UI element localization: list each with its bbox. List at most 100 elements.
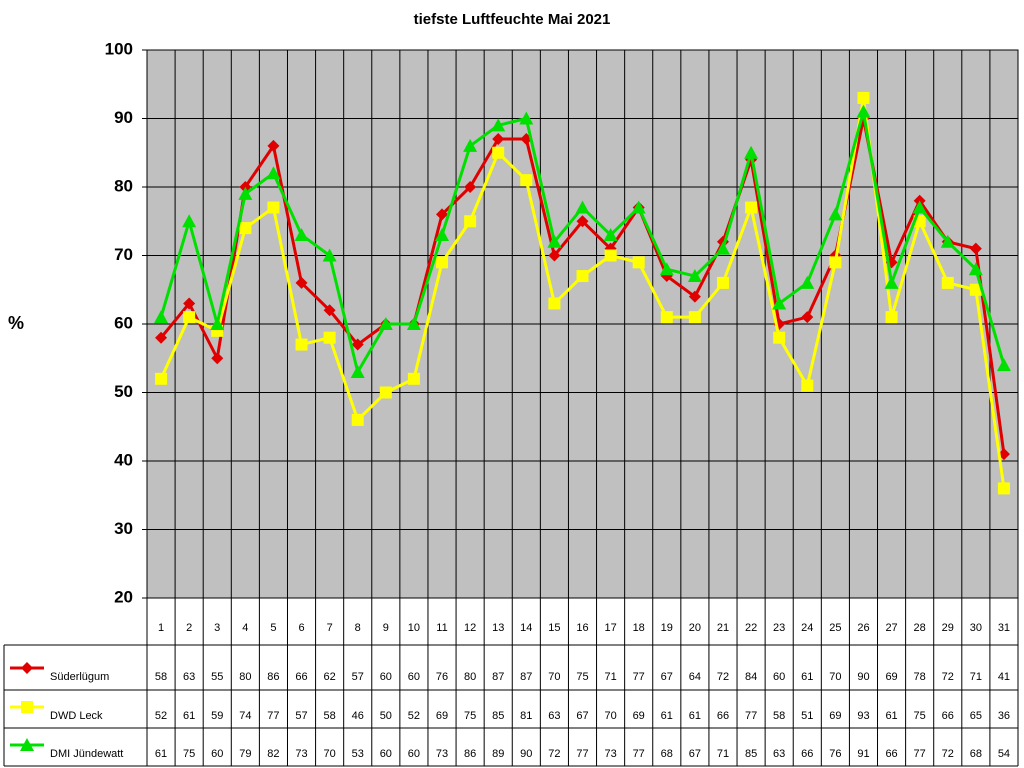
- marker: [997, 482, 1010, 495]
- marker: [772, 296, 787, 310]
- table-value: 54: [998, 748, 1010, 760]
- table-value: 52: [408, 710, 420, 722]
- x-tick-label: 10: [408, 622, 420, 634]
- marker: [548, 249, 561, 262]
- marker: [631, 200, 646, 214]
- x-tick-label: 11: [436, 622, 447, 634]
- table-value: 51: [801, 710, 813, 722]
- table-value: 91: [857, 748, 869, 760]
- marker: [940, 234, 955, 248]
- marker: [464, 215, 477, 228]
- marker: [632, 256, 645, 269]
- table-value: 59: [211, 710, 223, 722]
- table-value: 85: [745, 748, 757, 760]
- x-tick-label: 7: [327, 622, 333, 634]
- marker: [295, 338, 308, 351]
- table-value: 46: [352, 710, 364, 722]
- marker: [492, 133, 505, 146]
- table-value: 73: [604, 748, 616, 760]
- marker: [575, 200, 590, 214]
- marker: [351, 338, 364, 351]
- table-value: 86: [267, 671, 279, 683]
- x-tick-label: 5: [270, 622, 276, 634]
- x-tick-label: 20: [689, 622, 701, 634]
- marker: [154, 310, 169, 324]
- table-value: 55: [211, 671, 223, 683]
- x-tick-label: 13: [492, 622, 504, 634]
- marker: [267, 201, 280, 214]
- x-tick-label: 9: [383, 622, 389, 634]
- table-value: 70: [548, 671, 560, 683]
- table-value: 52: [155, 710, 167, 722]
- y-tick-label: 90: [114, 108, 133, 127]
- marker: [716, 276, 729, 289]
- marker: [547, 234, 562, 248]
- marker: [829, 256, 842, 269]
- marker: [436, 256, 449, 269]
- x-tick-label: 28: [914, 622, 926, 634]
- table-value: 60: [408, 748, 420, 760]
- table-value: 69: [829, 710, 841, 722]
- marker: [211, 352, 224, 365]
- table-value: 90: [857, 671, 869, 683]
- marker: [520, 174, 533, 187]
- table-value: 61: [661, 710, 673, 722]
- table-value: 81: [520, 710, 532, 722]
- table-value: 85: [492, 710, 504, 722]
- table-value: 58: [773, 710, 785, 722]
- table-value: 84: [745, 671, 757, 683]
- table-value: 77: [633, 671, 645, 683]
- marker: [435, 227, 450, 241]
- table-value: 70: [324, 748, 336, 760]
- x-tick-label: 15: [548, 622, 560, 634]
- x-tick-label: 22: [745, 622, 757, 634]
- table-value: 58: [324, 710, 336, 722]
- marker: [323, 331, 336, 344]
- marker: [548, 297, 561, 310]
- table-value: 66: [801, 748, 813, 760]
- marker: [941, 276, 954, 289]
- table-value: 36: [998, 710, 1010, 722]
- table-value: 60: [773, 671, 785, 683]
- x-tick-label: 27: [885, 622, 897, 634]
- chart-title: tiefste Luftfeuchte Mai 2021: [414, 11, 611, 28]
- marker: [969, 242, 982, 255]
- marker: [464, 181, 477, 193]
- table-value: 76: [829, 748, 841, 760]
- table-value: 72: [942, 671, 954, 683]
- marker: [688, 290, 701, 303]
- marker: [295, 276, 308, 289]
- marker: [322, 248, 337, 262]
- marker: [576, 270, 589, 283]
- table-value: 82: [267, 748, 279, 760]
- x-tick-label: 18: [633, 622, 645, 634]
- table-value: 90: [520, 748, 532, 760]
- marker: [238, 186, 253, 200]
- table-value: 60: [211, 748, 223, 760]
- marker: [406, 317, 421, 330]
- marker: [182, 214, 197, 228]
- marker: [801, 311, 814, 324]
- x-tick-label: 30: [970, 622, 982, 634]
- legend-label: Süderlügum: [50, 671, 109, 683]
- marker: [968, 262, 983, 276]
- table-value: 72: [942, 748, 954, 760]
- table-value: 68: [970, 748, 982, 760]
- x-tick-label: 14: [520, 622, 532, 634]
- marker: [996, 358, 1011, 372]
- table-value: 67: [689, 748, 701, 760]
- table-value: 63: [773, 748, 785, 760]
- table-value: 63: [183, 671, 195, 683]
- table-value: 74: [239, 710, 251, 722]
- x-tick-label: 6: [298, 622, 304, 634]
- marker: [773, 331, 786, 344]
- table-value: 77: [745, 710, 757, 722]
- table-value: 73: [295, 748, 307, 760]
- table-value: 75: [576, 671, 588, 683]
- marker: [407, 372, 420, 385]
- marker: [155, 372, 168, 385]
- y-tick-label: 30: [114, 519, 133, 538]
- marker: [379, 386, 392, 399]
- marker: [323, 304, 336, 317]
